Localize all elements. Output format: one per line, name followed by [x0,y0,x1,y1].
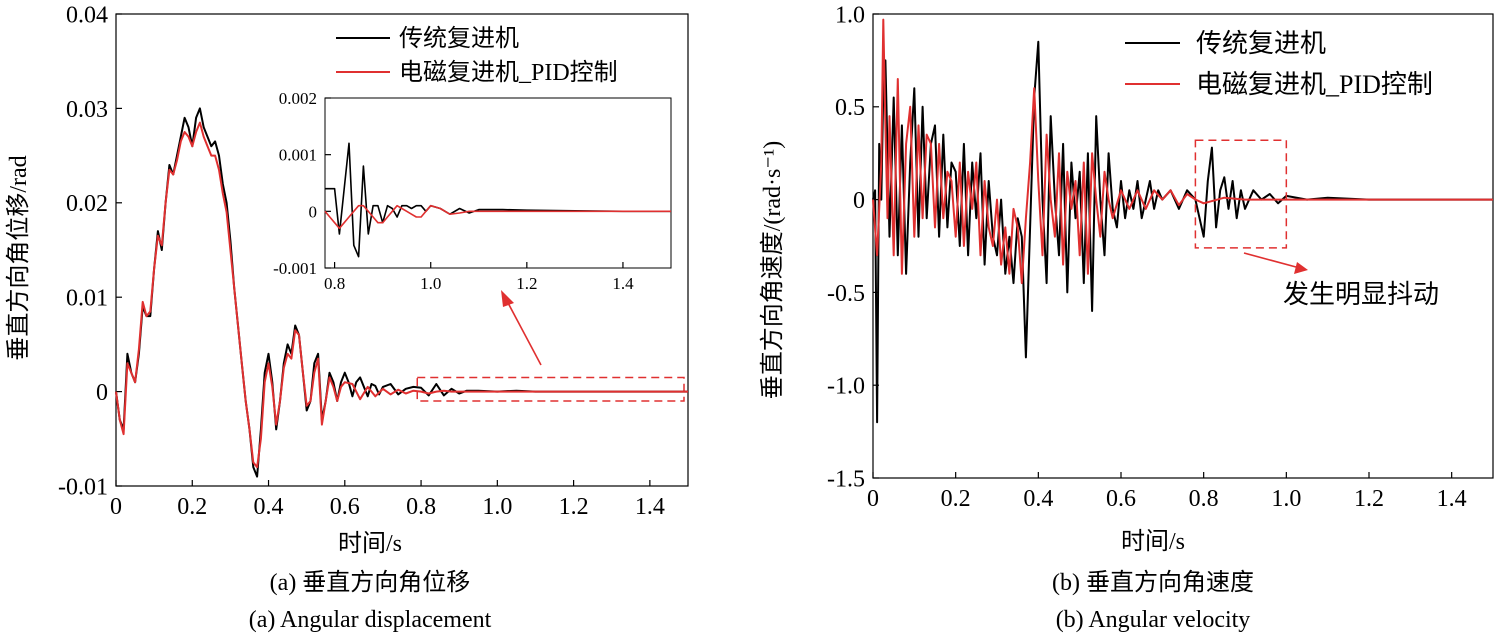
chart-b-plot-frame [872,13,1494,479]
chart-b-annotation: 发生明显抖动 [1283,280,1439,309]
chart-b-xtick-label: 0.8 [1189,486,1219,512]
chart-a-xtick-label: 1.4 [635,494,665,520]
chart-a-arrow [501,290,542,366]
chart-b-highlight-box [1194,139,1288,249]
chart-b-xtick-label: 1.0 [1271,486,1301,512]
chart-b-caption-en: (b) Angular velocity [1056,607,1251,633]
chart-a-highlight-box [416,376,685,402]
chart-b-xtick-label: 0.4 [1023,486,1053,512]
chart-a-inset-ytick-label: 0.002 [279,89,317,108]
chart-b-ticks: 0 0.2 0.4 0.6 0.8 1.0 1.2 1.4 -1.5 -1.0 -0.5 0 0.5 1.… [827,2,1467,512]
chart-b-arrow [1243,252,1308,274]
chart-b-xtick-label: 0 [867,486,879,512]
chart-b-xlabel: 时间/s [1121,528,1185,555]
chart-b-series-2-line [872,18,1493,285]
chart-b-ytick-label: -1.5 [827,466,865,492]
chart-a-inset-series-group [324,142,671,258]
chart-a-highlight-rect [416,376,685,402]
chart-a-inset-xtick-label: 1.2 [516,274,537,293]
chart-a-xtick-label: 0.2 [177,494,207,520]
chart-a-ytick-label: 0.04 [66,2,108,28]
chart-a-inset: 0.8 1.0 1.2 1.4 -0.001 0 0.001 0.002 [273,89,672,293]
chart-b-ytick-label: 0.5 [835,95,865,121]
chart-a-ticks: 0 0.2 0.4 0.6 0.8 1.0 1.2 1.4-0.0100.010.020.03… [58,2,665,520]
chart-a-inset-frame [324,97,672,269]
chart-a-plot-frame [115,13,689,487]
chart-a-caption-cn: (a) 垂直方向角位移 [270,569,471,596]
chart-a-ytick-label: -0.01 [58,474,108,500]
chart-a-xtick-label: 0.4 [254,494,284,520]
chart-b-legend-label-1: 传统复进机 [1196,29,1326,58]
chart-b-ytick-label: 0 [853,188,865,214]
chart-a-inset-ytick-label: 0.001 [279,146,317,165]
chart-b-ylabel: 垂直方向角速度/(rad·s⁻¹) [759,141,786,400]
chart-a-xtick-label: 1.0 [482,494,512,520]
chart-b-angular-velocity: 0 0.2 0.4 0.6 0.8 1.0 1.2 1.4 -1.5 -1.0 -0.5 0 0.5 1.… [759,2,1494,633]
chart-a-ylabel: 垂直方向角位移/rad [5,155,32,360]
chart-b-xtick-label: 0.6 [1106,486,1136,512]
chart-a-ytick-label: 0 [96,380,108,406]
chart-a-inset-series-2-line [324,204,671,230]
chart-a-xtick-label: 0 [110,494,122,520]
chart-a-angular-displacement: 0 0.2 0.4 0.6 0.8 1.0 1.2 1.4-0.0100.010.020.03… [5,2,689,633]
chart-b-highlight-rect [1194,139,1288,249]
chart-b-xtick-label: 0.2 [941,486,971,512]
chart-b-ytick-label: 1.0 [835,2,865,28]
chart-a-inset-ticks: 0.8 1.0 1.2 1.4 -0.001 0 0.001 0.002 [273,89,634,293]
chart-a-legend-label-1: 传统复进机 [399,25,519,52]
chart-b-legend: 传统复进机 电磁复进机_PID控制 [1125,29,1433,99]
chart-b-xtick-label: 1.4 [1437,486,1467,512]
chart-a-series-2-line [115,121,688,469]
chart-a-xtick-label: 0.6 [330,494,360,520]
chart-a-series-group [115,107,688,478]
chart-a-xtick-label: 1.2 [559,494,589,520]
chart-a-legend-label-2: 电磁复进机_PID控制 [399,59,618,86]
chart-b-ytick-label: -0.5 [827,281,865,307]
chart-a-caption-en: (a) Angular displacement [249,607,492,633]
chart-a-ytick-label: 0.02 [66,191,108,217]
chart-a-xlabel: 时间/s [338,530,402,557]
chart-a-legend: 传统复进机 电磁复进机_PID控制 [336,25,618,86]
chart-a-inset-ytick-label: -0.001 [273,259,317,278]
chart-b-ytick-label: -1.0 [827,374,865,400]
chart-b-legend-label-2: 电磁复进机_PID控制 [1196,70,1433,99]
chart-a-inset-xtick-label: 0.8 [324,274,345,293]
chart-a-ytick-label: 0.01 [66,286,108,312]
chart-b-caption-cn: (b) 垂直方向角速度 [1052,569,1254,596]
chart-a-ytick-label: 0.03 [66,97,108,123]
chart-a-xtick-label: 0.8 [406,494,436,520]
chart-a-inset-xtick-label: 1.0 [420,274,441,293]
chart-a-inset-ytick-label: 0 [309,202,318,221]
chart-b-series-group [872,18,1493,424]
chart-a-inset-xtick-label: 1.4 [612,274,634,293]
chart-b-xtick-label: 1.2 [1354,486,1384,512]
